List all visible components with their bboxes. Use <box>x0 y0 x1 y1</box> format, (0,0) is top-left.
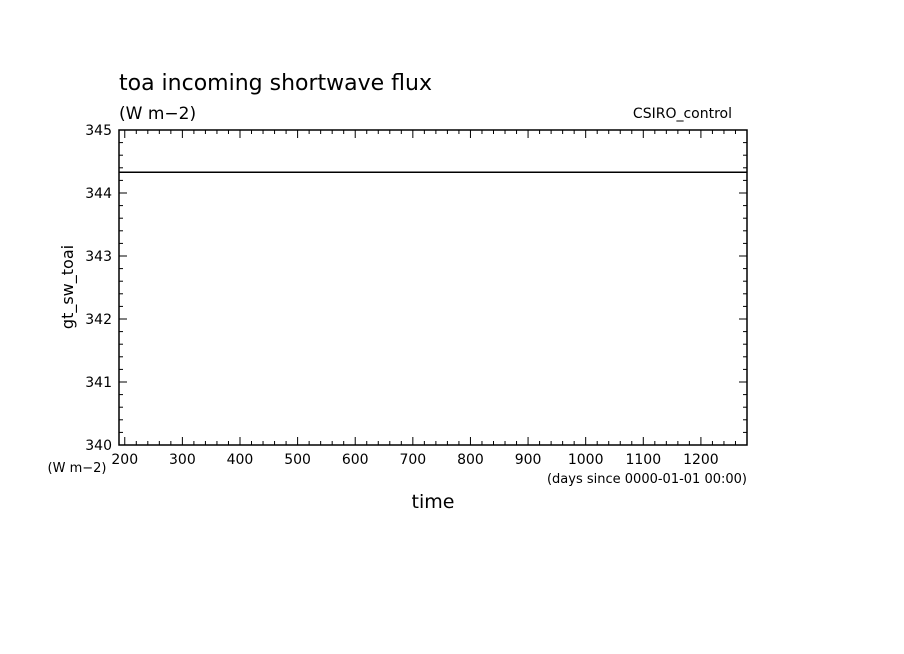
x-tick-label: 1200 <box>683 452 719 468</box>
y-tick-label: 340 <box>85 438 112 454</box>
y-tick-label: 344 <box>85 186 112 202</box>
plot-frame <box>118 129 748 446</box>
chart-subtitle: (W m−2) <box>119 104 196 124</box>
y-axis-units: (W m−2) <box>48 461 107 476</box>
x-axis-units: (days since 0000-01-01 00:00) <box>547 472 747 487</box>
x-tick-label: 700 <box>399 452 426 468</box>
y-tick-label: 343 <box>85 249 112 265</box>
y-tick-label: 342 <box>85 312 112 328</box>
y-tick-label: 341 <box>85 375 112 391</box>
x-axis: 200 300 400 500 600 700 800 900 1000 1100 1200 <box>111 130 748 468</box>
x-tick-label: 800 <box>457 452 484 468</box>
x-tick-label: 200 <box>111 452 138 468</box>
x-tick-label: 900 <box>515 452 542 468</box>
x-tick-label: 600 <box>342 452 369 468</box>
x-tick-label: 1100 <box>625 452 661 468</box>
y-axis-label: gt_sw_toai <box>58 245 78 329</box>
x-tick-label: 500 <box>284 452 311 468</box>
chart-title: toa incoming shortwave flux <box>119 71 432 96</box>
y-axis: 340 341 342 343 344 345 <box>85 123 747 454</box>
x-axis-label: time <box>412 491 455 513</box>
y-tick-label: 345 <box>85 123 112 139</box>
x-tick-label: 300 <box>169 452 196 468</box>
x-tick-label: 400 <box>227 452 254 468</box>
x-tick-label: 1000 <box>568 452 604 468</box>
run-label: CSIRO_control <box>633 106 732 122</box>
